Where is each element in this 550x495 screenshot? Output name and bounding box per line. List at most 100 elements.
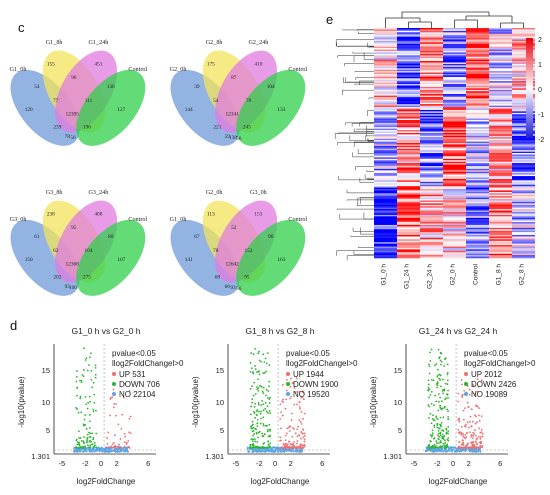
volcano-point-down	[84, 445, 87, 448]
heatmap-cell	[420, 167, 443, 170]
heatmap-cell	[489, 235, 512, 237]
volcano-point-down	[268, 364, 271, 366]
venn-region-count: 67	[194, 234, 200, 240]
heatmap-cell	[489, 213, 512, 216]
heatmap-cell	[443, 138, 466, 141]
heatmap-cell	[397, 111, 420, 114]
volcano-point-no	[257, 449, 260, 452]
heatmap-cell	[466, 132, 489, 135]
heatmap-cell	[489, 43, 512, 46]
volcano-point-down	[436, 426, 439, 429]
volcano-legend-entry: NO 19089	[471, 390, 508, 399]
heatmap-cell	[443, 124, 466, 127]
heatmap-cell	[443, 58, 466, 60]
volcano-point-up	[480, 415, 483, 418]
heatmap-cell	[420, 58, 443, 60]
heatmap-cell	[489, 174, 512, 177]
heatmap-cell	[420, 62, 443, 65]
heatmap-cell	[397, 45, 420, 47]
volcano-point-no	[104, 447, 107, 449]
heatmap-cell	[512, 125, 535, 128]
heatmap-cell	[489, 131, 512, 134]
volcano-point-down	[88, 426, 91, 429]
volcano-point-up	[457, 428, 460, 431]
heatmap-cell	[512, 194, 535, 197]
volcano-ylabel: -log10(pvalue)	[369, 376, 378, 427]
heatmap-cell	[443, 135, 466, 138]
volcano-point-down	[429, 351, 431, 354]
heatmap-cell	[374, 154, 397, 157]
volcano-point-down	[79, 397, 82, 400]
heatmap-cell	[443, 84, 466, 86]
volcano-point-up	[303, 438, 306, 441]
heatmap-cell	[420, 145, 443, 148]
volcano-point-down	[432, 414, 434, 416]
heatmap-cell	[374, 28, 397, 30]
heatmap-cell	[512, 65, 535, 68]
heatmap-cell	[466, 30, 489, 33]
heatmap-cell	[420, 81, 443, 83]
heatmap-cell	[443, 186, 466, 188]
heatmap-cell	[374, 72, 397, 75]
volcano-point-up	[119, 438, 122, 440]
heatmap-cell	[397, 166, 420, 168]
volcano-point-down	[260, 360, 262, 363]
volcano-point-no	[475, 451, 477, 453]
heatmap-cell	[443, 98, 466, 101]
heatmap-cell	[489, 236, 512, 239]
heatmap-cell	[397, 33, 420, 36]
heatmap-cell	[489, 74, 512, 76]
heatmap-cell	[374, 120, 397, 122]
volcano-point-down	[94, 364, 97, 367]
venn-set-label: G1_8h	[46, 40, 63, 46]
heatmap-cell	[374, 170, 397, 173]
heatmap-cell	[489, 252, 512, 254]
venn-set-label: G3_24h	[89, 190, 109, 196]
volcano-legend-entry: UP 531	[119, 370, 146, 379]
volcano-point-up	[289, 386, 292, 388]
heatmap-cell	[489, 193, 512, 196]
heatmap-cell	[512, 101, 535, 104]
heatmap-cell	[466, 28, 489, 30]
volcano-point-up	[471, 383, 474, 386]
heatmap-cell	[512, 206, 535, 208]
heatmap-cell	[420, 245, 443, 247]
volcano-point-down	[431, 434, 434, 437]
heatmap-cell	[420, 91, 443, 93]
heatmap-cell	[374, 46, 397, 49]
volcano-point-up	[297, 425, 299, 428]
heatmap-cell	[397, 81, 420, 83]
heatmap-cell	[443, 132, 466, 135]
heatmap-cell	[489, 61, 512, 63]
volcano-point-down	[446, 373, 449, 376]
volcano-point-no	[100, 446, 103, 449]
venn-region-count: 56	[236, 136, 242, 142]
volcano-point-up	[474, 414, 476, 417]
heatmap-cell	[397, 212, 420, 214]
volcano-point-up	[474, 392, 477, 395]
volcano-point-down	[434, 364, 436, 367]
heatmap-cell	[374, 236, 397, 239]
heatmap-cell	[420, 170, 443, 173]
volcano-point-up	[298, 401, 301, 403]
heatmap-cell	[512, 81, 535, 83]
venn-region-count: 127	[117, 107, 125, 113]
heatmap-cell	[420, 56, 443, 59]
heatmap-cell	[443, 76, 466, 79]
heatmap-cell	[420, 190, 443, 193]
heatmap-cell	[489, 68, 512, 70]
volcano-point-no	[453, 450, 456, 453]
volcano-point-down	[251, 401, 254, 404]
venn-region-count: 87	[231, 75, 237, 81]
volcano-point-up	[127, 439, 130, 442]
heatmap-cell	[443, 51, 466, 53]
volcano-point-down	[434, 394, 437, 397]
volcano-point-up	[107, 431, 110, 434]
legend-tick-label: 0	[538, 87, 542, 94]
volcano-point-down	[437, 427, 440, 430]
heatmap-cell	[489, 97, 512, 99]
heatmap-cell	[466, 105, 489, 108]
heatmap-cell	[489, 186, 512, 188]
heatmap-cell	[466, 199, 489, 201]
volcano-title: G1_8 h vs G2_8 h	[246, 326, 315, 336]
